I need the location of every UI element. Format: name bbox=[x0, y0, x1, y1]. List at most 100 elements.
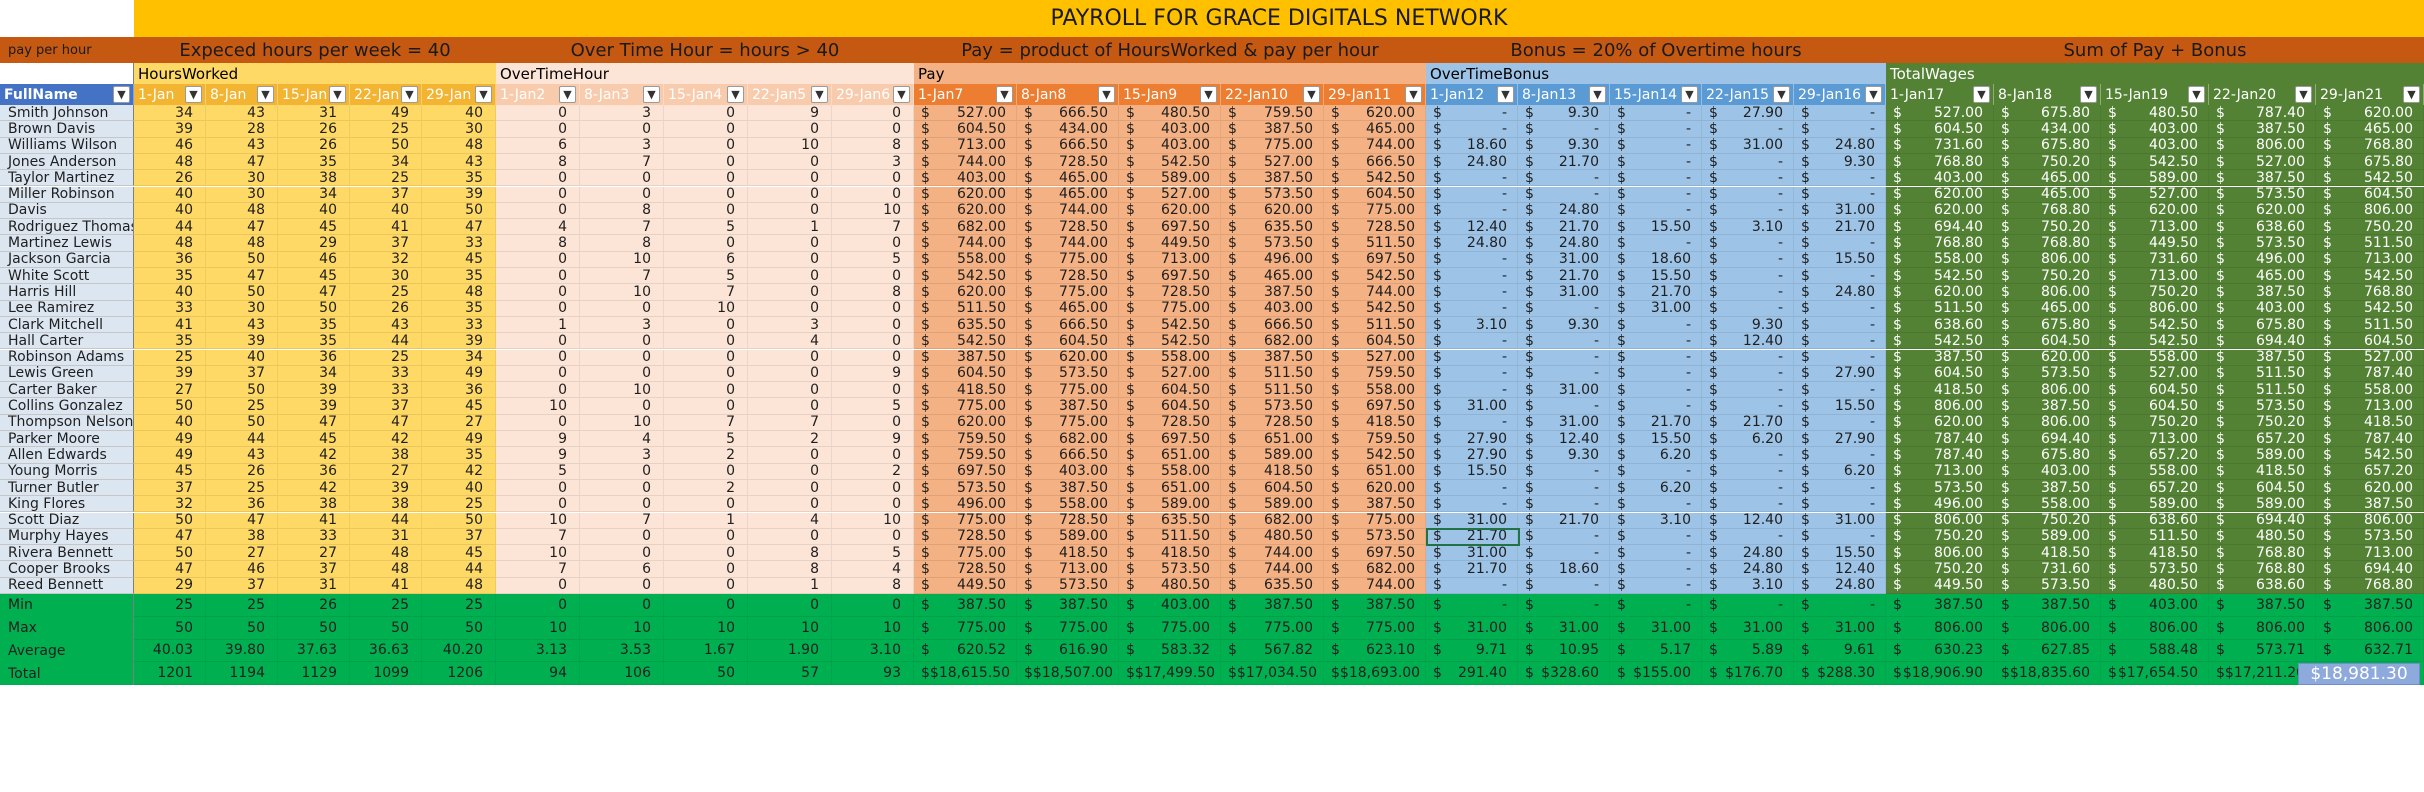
cell-wages-4[interactable]: $694.40 bbox=[2209, 333, 2316, 350]
cell-pay-1[interactable]: $759.50 bbox=[914, 447, 1017, 464]
cell-hours-5[interactable]: 35 bbox=[422, 300, 496, 317]
cell-bonus-5[interactable]: $ - bbox=[1794, 528, 1886, 546]
cell-wages-5[interactable]: $713.00 bbox=[2316, 251, 2424, 268]
cell-hours-3[interactable]: 38 bbox=[278, 170, 350, 187]
cell-pay-1[interactable]: $ $18,615.50 bbox=[914, 662, 1017, 686]
cell-hours-2[interactable]: 40 bbox=[206, 349, 278, 366]
cell-hours-2[interactable]: 1194 bbox=[206, 662, 278, 686]
cell-hours-1[interactable]: 50 bbox=[134, 545, 206, 562]
cell-overtime-4[interactable]: 0 bbox=[748, 186, 832, 203]
cell-bonus-5[interactable]: $ - bbox=[1794, 235, 1886, 252]
cell-wages-3[interactable]: $750.20 bbox=[2101, 414, 2209, 431]
cell-overtime-4[interactable]: 10 bbox=[748, 137, 832, 154]
cell-wages-3[interactable]: $527.00 bbox=[2101, 186, 2209, 203]
cell-overtime-4[interactable]: 1.90 bbox=[748, 639, 832, 663]
cell-wages-1[interactable]: $418.50 bbox=[1886, 382, 1994, 399]
cell-hours-3[interactable]: 31 bbox=[278, 577, 350, 594]
column-header-wages-4[interactable]: 22-Jan20 ▼ bbox=[2209, 84, 2316, 105]
cell-pay-4[interactable]: $511.50 bbox=[1221, 382, 1324, 399]
cell-overtime-3[interactable]: 10 bbox=[664, 300, 748, 317]
cell-wages-4[interactable]: $573.50 bbox=[2209, 398, 2316, 415]
cell-bonus-2[interactable]: $24.80 bbox=[1518, 235, 1610, 252]
cell-pay-4[interactable]: $511.50 bbox=[1221, 365, 1324, 383]
cell-bonus-5[interactable]: $ - bbox=[1794, 447, 1886, 464]
cell-bonus-5[interactable]: $21.70 bbox=[1794, 219, 1886, 236]
cell-bonus-5[interactable]: $31.00 bbox=[1794, 616, 1886, 640]
cell-pay-1[interactable]: $744.00 bbox=[914, 235, 1017, 252]
cell-bonus-2[interactable]: $ - bbox=[1518, 333, 1610, 350]
cell-overtime-5[interactable]: 0 bbox=[832, 186, 914, 203]
cell-pay-5[interactable]: $387.50 bbox=[1324, 594, 1426, 617]
column-header-overtime-3[interactable]: 15-Jan4 ▼ bbox=[664, 84, 748, 105]
grand-total-cell[interactable]: $18,981.30 bbox=[2298, 663, 2420, 686]
cell-pay-3[interactable]: $651.00 bbox=[1119, 447, 1221, 464]
cell-overtime-5[interactable]: 0 bbox=[832, 528, 914, 546]
cell-overtime-1[interactable]: 0 bbox=[496, 496, 580, 513]
cell-hours-1[interactable]: 44 bbox=[134, 219, 206, 236]
cell-wages-4[interactable]: $387.50 bbox=[2209, 284, 2316, 301]
cell-pay-4[interactable]: $666.50 bbox=[1221, 316, 1324, 334]
cell-pay-3[interactable]: $418.50 bbox=[1119, 545, 1221, 562]
cell-bonus-3[interactable]: $ - bbox=[1610, 594, 1702, 617]
cell-wages-1[interactable]: $731.60 bbox=[1886, 137, 1994, 154]
cell-hours-1[interactable]: 48 bbox=[134, 153, 206, 171]
cell-hours-2[interactable]: 43 bbox=[206, 447, 278, 464]
cell-wages-2[interactable]: $806.00 bbox=[1994, 251, 2101, 268]
cell-bonus-1[interactable]: $291.40 bbox=[1426, 662, 1518, 686]
cell-pay-4[interactable]: $527.00 bbox=[1221, 153, 1324, 171]
cell-bonus-1[interactable]: $15.50 bbox=[1426, 463, 1518, 480]
cell-hours-1[interactable]: 27 bbox=[134, 382, 206, 399]
cell-pay-4[interactable]: $480.50 bbox=[1221, 528, 1324, 546]
filter-dropdown-icon[interactable]: ▼ bbox=[1973, 86, 1990, 103]
cell-hours-3[interactable]: 26 bbox=[278, 137, 350, 154]
cell-bonus-4[interactable]: $5.89 bbox=[1702, 639, 1794, 663]
cell-wages-2[interactable]: $627.85 bbox=[1994, 639, 2101, 663]
cell-bonus-3[interactable]: $ - bbox=[1610, 105, 1702, 122]
cell-wages-2[interactable]: $694.40 bbox=[1994, 431, 2101, 448]
cell-wages-1[interactable]: $768.80 bbox=[1886, 235, 1994, 252]
filter-dropdown-icon[interactable]: ▼ bbox=[1773, 86, 1790, 103]
cell-wages-3[interactable]: $527.00 bbox=[2101, 365, 2209, 383]
cell-wages-3[interactable]: $713.00 bbox=[2101, 431, 2209, 448]
cell-hours-4[interactable]: 50 bbox=[350, 616, 422, 640]
cell-overtime-5[interactable]: 0 bbox=[832, 105, 914, 122]
cell-pay-3[interactable]: $527.00 bbox=[1119, 186, 1221, 203]
cell-pay-2[interactable]: $387.50 bbox=[1017, 594, 1119, 617]
cell-wages-3[interactable]: $638.60 bbox=[2101, 512, 2209, 529]
filter-dropdown-icon[interactable]: ▼ bbox=[1865, 86, 1882, 103]
cell-wages-2[interactable]: $750.20 bbox=[1994, 153, 2101, 171]
cell-wages-5[interactable]: $768.80 bbox=[2316, 284, 2424, 301]
cell-pay-3[interactable]: $542.50 bbox=[1119, 316, 1221, 334]
cell-hours-1[interactable]: 49 bbox=[134, 447, 206, 464]
cell-bonus-2[interactable]: $21.70 bbox=[1518, 268, 1610, 285]
cell-bonus-5[interactable]: $15.50 bbox=[1794, 398, 1886, 415]
cell-wages-5[interactable]: $542.50 bbox=[2316, 447, 2424, 464]
cell-hours-3[interactable]: 37.63 bbox=[278, 639, 350, 663]
employee-name[interactable]: Thompson Nelson bbox=[0, 414, 134, 431]
cell-hours-1[interactable]: 34 bbox=[134, 105, 206, 122]
cell-hours-3[interactable]: 27 bbox=[278, 545, 350, 562]
cell-overtime-5[interactable]: 5 bbox=[832, 398, 914, 415]
cell-overtime-1[interactable]: 6 bbox=[496, 137, 580, 154]
cell-hours-2[interactable]: 37 bbox=[206, 365, 278, 383]
cell-overtime-4[interactable]: 0 bbox=[748, 268, 832, 285]
cell-wages-2[interactable]: $434.00 bbox=[1994, 121, 2101, 138]
cell-wages-3[interactable]: $511.50 bbox=[2101, 528, 2209, 546]
cell-hours-4[interactable]: 48 bbox=[350, 561, 422, 578]
cell-bonus-4[interactable]: $ - bbox=[1702, 186, 1794, 203]
cell-overtime-2[interactable]: 7 bbox=[580, 153, 664, 171]
cell-pay-3[interactable]: $728.50 bbox=[1119, 284, 1221, 301]
employee-name[interactable]: Williams Wilson bbox=[0, 137, 134, 154]
cell-bonus-2[interactable]: $ - bbox=[1518, 496, 1610, 513]
cell-overtime-5[interactable]: 0 bbox=[832, 382, 914, 399]
cell-overtime-4[interactable]: 2 bbox=[748, 431, 832, 448]
cell-overtime-3[interactable]: 0 bbox=[664, 398, 748, 415]
cell-wages-4[interactable]: $387.50 bbox=[2209, 594, 2316, 617]
cell-wages-4[interactable]: $604.50 bbox=[2209, 479, 2316, 497]
cell-hours-5[interactable]: 45 bbox=[422, 398, 496, 415]
cell-hours-3[interactable]: 36 bbox=[278, 349, 350, 366]
cell-overtime-5[interactable]: 8 bbox=[832, 284, 914, 301]
cell-wages-1[interactable]: $ $18,906.90 bbox=[1886, 662, 1994, 686]
cell-hours-3[interactable]: 35 bbox=[278, 333, 350, 350]
cell-pay-3[interactable]: $651.00 bbox=[1119, 479, 1221, 497]
